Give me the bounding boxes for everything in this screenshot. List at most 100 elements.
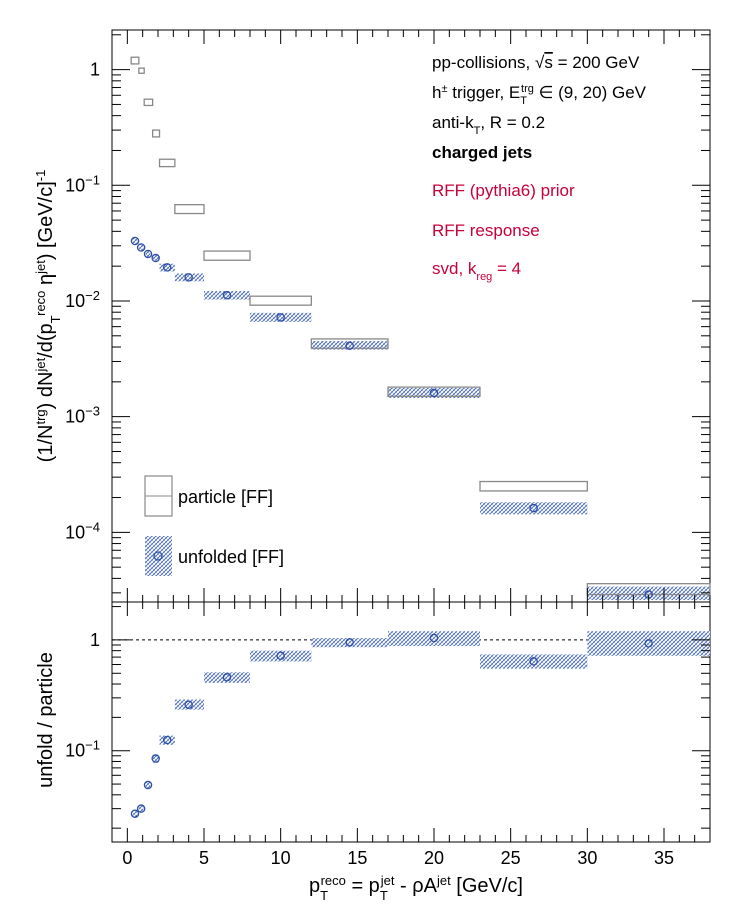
unfolded-marker <box>222 291 232 300</box>
y-tick-base: 10 <box>65 175 85 195</box>
particle-error-box <box>143 98 154 107</box>
x-tick-label: 0 <box>122 848 132 868</box>
particle-error-box <box>203 250 251 261</box>
legend-unfolded-swatch <box>145 536 172 576</box>
bottom-y-axis-label: unfold / particle <box>35 652 57 788</box>
ann3-b: , R = 0.2 <box>480 113 545 132</box>
y-tick-label: 10−3 <box>65 403 100 427</box>
top-ylabel-part: ) dN <box>35 372 57 410</box>
x-tick-label: 25 <box>501 848 521 868</box>
ratio-marker <box>143 780 153 790</box>
unfolded-error-box <box>152 254 159 261</box>
ann3-sub: T <box>474 125 481 137</box>
ratio-error-box <box>480 654 588 669</box>
ratio-marker <box>529 657 538 666</box>
ratio-error-box <box>145 781 151 790</box>
ratio-marker <box>222 673 232 682</box>
annotation-svd: svd, kreg = 4 <box>432 259 521 283</box>
y-tick-label: 10−1 <box>65 172 100 196</box>
xlabel-sup: reco <box>321 873 346 888</box>
unfolded-error-box <box>204 290 250 300</box>
ann1-s: s <box>544 53 553 72</box>
xlabel-sup: jet <box>436 873 451 888</box>
unfolded-error-box <box>159 263 175 272</box>
top-panel-frame <box>111 29 711 603</box>
ann7-a: svd, k <box>432 259 477 278</box>
ratio-marker <box>644 639 653 648</box>
annotation-trigger: h± trigger, ETtrg ∈ (9, 20) GeV <box>432 83 647 107</box>
y-tick-label: 10−1 <box>65 737 100 761</box>
particle-error-box <box>158 158 176 168</box>
xlabel-sub: T <box>380 888 388 903</box>
ratio-error-box <box>311 638 388 648</box>
ann7-b: = 4 <box>492 259 521 278</box>
ratio-marker <box>151 754 160 763</box>
top-ylabel-part: η <box>35 274 57 291</box>
unfolded-error-box <box>480 502 588 515</box>
xlabel-sup: jet <box>380 873 395 888</box>
ratio-error-box <box>152 754 159 763</box>
unfolded-error-box <box>388 387 480 398</box>
ann2-sup2: trg <box>521 83 534 95</box>
ann2-a: h <box>432 83 441 102</box>
annotation-prior: RFF (pythia6) prior <box>432 181 575 200</box>
ratio-error-box <box>388 631 480 647</box>
x-tick-label: 15 <box>347 848 367 868</box>
y-tick-exponent: −1 <box>85 172 100 187</box>
annotation-charged-jets: charged jets <box>432 143 532 162</box>
legend-unfolded-label: unfolded [FF] <box>178 547 284 567</box>
ann3-a: anti-k <box>432 113 474 132</box>
top-ylabel-part: (1/N <box>35 425 57 463</box>
top-ylabel-sup: jet <box>33 357 48 372</box>
unfolded-error-box <box>138 244 144 251</box>
annotation-response: RFF response <box>432 221 540 240</box>
y-tick-base: 10 <box>65 741 85 761</box>
unfolded-marker <box>429 388 439 398</box>
unfolded-error-box <box>174 273 204 282</box>
unfolded-error-box <box>145 251 151 257</box>
particle-error-box <box>310 338 389 349</box>
bottom-plot-area <box>112 631 710 818</box>
particle-error-box <box>138 67 145 74</box>
bottom-panel-frame <box>111 601 711 843</box>
xlabel-part: [GeV/c] <box>451 875 523 897</box>
ratio-error-box <box>138 805 144 812</box>
ann2-b: trigger, E <box>448 83 521 102</box>
y-tick-label: 1 <box>90 630 100 650</box>
top-y-axis-label: (1/Ntrg) dNjet/d(pTreco ηjet) [GeV/c]-1 <box>33 170 63 463</box>
ann1-suffix: = 200 GeV <box>553 53 640 72</box>
xlabel-part: p <box>309 875 320 897</box>
ann1-prefix: pp-collisions, <box>432 53 535 72</box>
ratio-error-box <box>159 735 175 745</box>
x-tick-label: 20 <box>424 848 444 868</box>
ratio-marker <box>130 809 140 818</box>
annotation-collisions: pp-collisions, √s = 200 GeV <box>432 53 640 72</box>
ratio-marker <box>184 700 193 709</box>
top-ylabel-part: /d(p <box>35 323 57 357</box>
y-tick-label: 1 <box>90 60 100 80</box>
unfolded-marker <box>529 503 538 513</box>
ratio-marker <box>136 804 146 813</box>
annotation-algorithm: anti-kT, R = 0.2 <box>432 113 545 137</box>
annotation-block: pp-collisions, √s = 200 GeV h± trigger, … <box>432 53 647 283</box>
y-tick-exponent: −4 <box>85 519 100 534</box>
xlabel-part: - ρA <box>395 875 438 897</box>
y-tick-base: 1 <box>90 60 100 80</box>
ratio-error-box <box>204 672 250 683</box>
x-tick-label: 30 <box>577 848 597 868</box>
top-plot-area <box>130 56 711 601</box>
particle-error-box <box>174 204 205 215</box>
top-ylabel-sup: trg <box>33 409 48 424</box>
particle-error-box <box>249 295 312 306</box>
sqrt-symbol: √ <box>535 53 545 72</box>
legend: particle [FF] unfolded [FF] <box>144 475 284 576</box>
top-ylabel-sup: reco <box>33 291 48 316</box>
x-axis-label: pTreco = pTjet - ρAjet [GeV/c] <box>309 873 523 903</box>
xlabel-sub: T <box>320 888 328 903</box>
y-tick-exponent: −2 <box>85 287 100 302</box>
ratio-error-box <box>174 699 204 710</box>
ann7-sub: reg <box>476 271 492 283</box>
y-tick-label: 10−2 <box>65 287 100 311</box>
x-tick-label: 35 <box>654 848 674 868</box>
